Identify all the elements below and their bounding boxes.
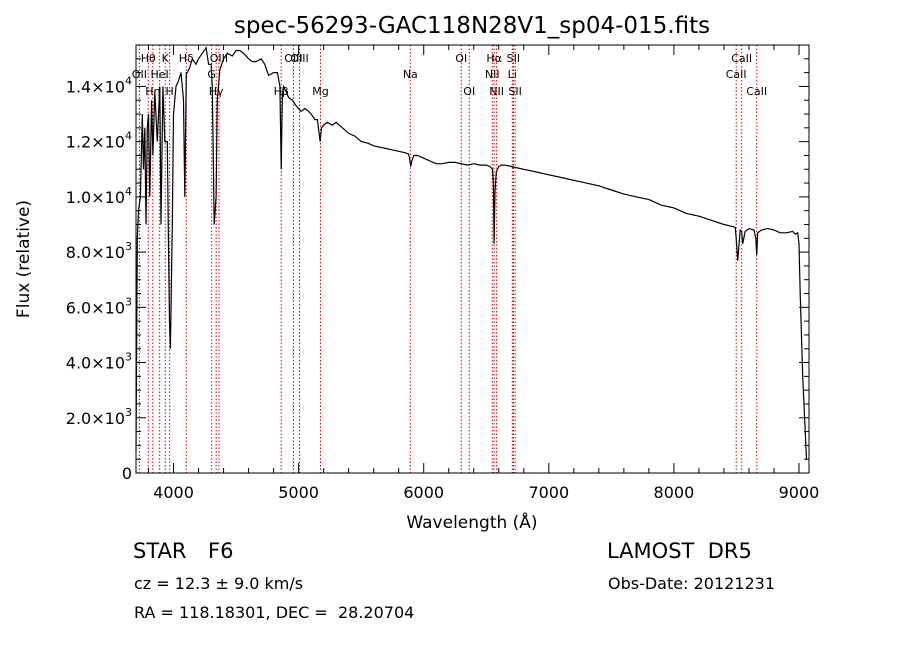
x-tick-label: 5000 [278, 483, 319, 502]
line-label-1: Hθ [141, 52, 156, 65]
plot-frame [135, 44, 810, 474]
x-axis-label: Wavelength (Å) [406, 511, 537, 533]
line-label-18: Hα [486, 52, 502, 65]
y-tick-label: 2.0×103 [66, 406, 132, 428]
x-tick-label: 6000 [403, 483, 444, 502]
y-tick-label: 1.4×104 [66, 74, 132, 96]
line-label-4: K [162, 52, 170, 65]
x-tick-label: 4000 [153, 483, 194, 502]
line-label-9: OIII [210, 52, 228, 65]
line-label-17: NII [485, 68, 500, 81]
line-label-15: OI [455, 52, 467, 65]
object-class: STAR [133, 539, 187, 563]
emission-line-markers [138, 45, 758, 473]
line-label-10: Hβ [274, 85, 289, 98]
x-tick-label: 8000 [654, 483, 695, 502]
line-label-19: NII [489, 85, 504, 98]
y-tick-label: 1.0×104 [66, 185, 132, 207]
y-tick-label: 1.2×104 [66, 130, 132, 152]
line-label-5: H [166, 85, 174, 98]
line-label-11: OIII [284, 52, 302, 65]
y-tick-label: 4.0×103 [66, 351, 132, 373]
line-label-2: Hη [145, 85, 160, 98]
survey-name: LAMOST DR5 [607, 539, 752, 563]
line-label-21: SII [507, 52, 520, 65]
y-tick-label: 0 [122, 464, 132, 483]
x-tick-label: 9000 [779, 483, 820, 502]
y-tick-label: 6.0×103 [66, 295, 132, 317]
chart-title: spec-56293-GAC118N28V1_sp04-015.fits [234, 13, 710, 39]
line-label-12: OIII [290, 52, 308, 65]
emission-line-labels: OIIHθHηHeIKHHδGHγOIIIHβOIIIOIIIMgNaOIOIN… [132, 52, 767, 98]
x-axis: 4000 5000 6000 7000 8000 9000 [148, 45, 820, 502]
line-label-3: HeI [150, 68, 168, 81]
line-label-22: SII [508, 85, 521, 98]
object-subclass: F6 [208, 539, 234, 563]
line-label-0: OII [132, 68, 147, 81]
x-tick-label: 7000 [528, 483, 569, 502]
coordinates: RA = 118.18301, DEC = 28.20704 [134, 603, 415, 622]
line-label-8: Hγ [209, 85, 224, 98]
line-label-24: CaII [731, 52, 752, 65]
y-axis: 0 2.0×103 4.0×103 6.0×103 8.0×103 1.0×104 1.2×… [66, 58, 809, 483]
y-axis-label: Flux (relative) [14, 200, 34, 318]
line-label-16: OI [463, 85, 475, 98]
y-tick-label: 8.0×103 [66, 240, 132, 262]
line-label-25: CaII [746, 85, 767, 98]
line-label-14: Na [403, 68, 418, 81]
spectrum-line [135, 46, 808, 460]
line-label-23: CaII [726, 68, 747, 81]
line-label-6: Hδ [179, 52, 194, 65]
line-label-20: Li [508, 68, 517, 81]
observation-date: Obs-Date: 20121231 [608, 574, 776, 593]
redshift-velocity: cz = 12.3 ± 9.0 km/s [134, 574, 304, 593]
line-label-13: Mg [312, 85, 328, 98]
